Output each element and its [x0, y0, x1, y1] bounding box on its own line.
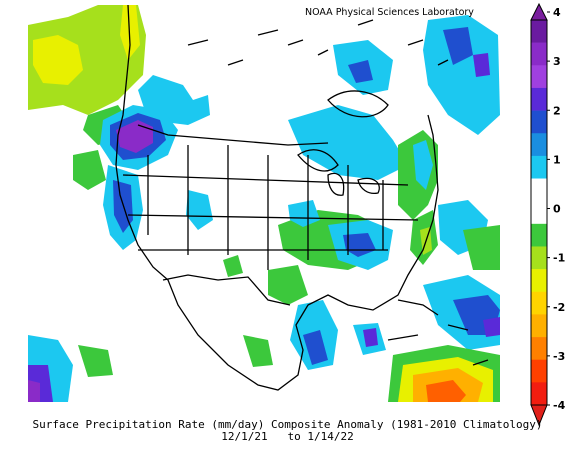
outline-us-mexico-border [162, 274, 291, 306]
colorbar-swatch [531, 133, 547, 157]
colorbar: 4 3 2 1 0 -1 -2 -3 -4 [530, 2, 566, 427]
credit-label: NOAA Physical Sciences Laboratory [305, 7, 474, 18]
shade-tx-green [268, 265, 308, 305]
shade-greatlakes-cyan [288, 105, 408, 180]
outline-lake-erie [357, 177, 380, 195]
map-outlines [115, 4, 489, 391]
shade-rockies-cyan [186, 190, 213, 230]
shade-caribbean-violet [363, 328, 378, 347]
colorbar-swatch [531, 178, 547, 202]
colorbar-swatch [531, 201, 547, 225]
colorbar-swatch [531, 291, 547, 315]
caption-date-range: 12/1/21 to 1/14/22 [221, 430, 354, 443]
colorbar-tick-label: 3 [553, 55, 561, 68]
shade-labrador-cyan [423, 15, 500, 135]
colorbar-swatch [531, 246, 547, 270]
colorbar-swatch [531, 223, 547, 247]
colorbar-swatch [531, 42, 547, 66]
colorbar-swatch [531, 65, 547, 89]
shade-pnw-purple [116, 120, 153, 153]
shade-hudson-blue [348, 60, 373, 83]
caption-title: Surface Precipitation Rate (mm/day) Comp… [32, 418, 543, 431]
shade-ne-cyan [413, 140, 433, 190]
map-svg [28, 4, 500, 402]
outline-us-canada-border [137, 124, 329, 146]
colorbar-tick-label: -2 [553, 301, 565, 314]
anomaly-shading [28, 5, 500, 402]
anomaly-map [28, 4, 500, 402]
colorbar-swatch [531, 269, 547, 293]
shade-nm-green [223, 255, 243, 277]
colorbar-tick-label: -3 [553, 350, 565, 363]
shade-sw-purple [28, 380, 40, 402]
outline-state-lines-ew [122, 174, 419, 251]
shade-se-red [426, 380, 466, 402]
colorbar-tick-label: 1 [553, 153, 561, 166]
colorbar-tick-label: 0 [553, 203, 561, 216]
colorbar-swatch [531, 314, 547, 338]
shade-atlantic-green [463, 225, 500, 270]
colorbar-swatch [531, 20, 547, 43]
colorbar-ticks: 4 3 2 1 0 -1 -2 -3 -4 [547, 6, 566, 412]
colorbar-swatch [531, 87, 547, 111]
shade-midwest-cyan [288, 200, 320, 227]
shade-mexico-green [243, 335, 273, 367]
map-caption: Surface Precipitation Rate (mm/day) Comp… [0, 419, 575, 443]
outline-caribbean-islands [387, 299, 489, 366]
shade-atlantic-violet [483, 317, 500, 337]
colorbar-tick-label: 2 [553, 104, 561, 117]
outline-lake-michigan [327, 172, 345, 196]
colorbar-tick-label: -4 [553, 399, 566, 412]
colorbar-swatch [531, 110, 547, 134]
outline-hudson-bay [327, 90, 389, 118]
colorbar-swatch [531, 155, 547, 179]
colorbar-swatch [531, 382, 547, 406]
shade-labrador-blue [443, 27, 473, 65]
outline-coast-main [115, 4, 439, 391]
shade-pacific-south-green [78, 345, 113, 377]
shade-nw-yellowgreen [28, 5, 146, 115]
shade-nw-yellow [33, 35, 83, 85]
colorbar-swatch [531, 359, 547, 383]
shade-pacific-green [73, 150, 106, 190]
colorbar-arrow-top [530, 2, 548, 21]
outline-arctic-islands [187, 19, 449, 66]
outline-lake-superior [297, 149, 339, 172]
colorbar-arrow-bottom [530, 404, 548, 427]
colorbar-swatch [531, 337, 547, 361]
colorbar-tick-label: 4 [553, 6, 561, 19]
colorbar-tick-label: -1 [553, 252, 565, 265]
shade-labrador-violet [473, 53, 490, 77]
colorbar-swatches [530, 19, 548, 406]
shade-gulf-blue [303, 330, 328, 365]
shade-tn-blue [343, 233, 376, 257]
outline-state-lines-ns [147, 145, 384, 270]
